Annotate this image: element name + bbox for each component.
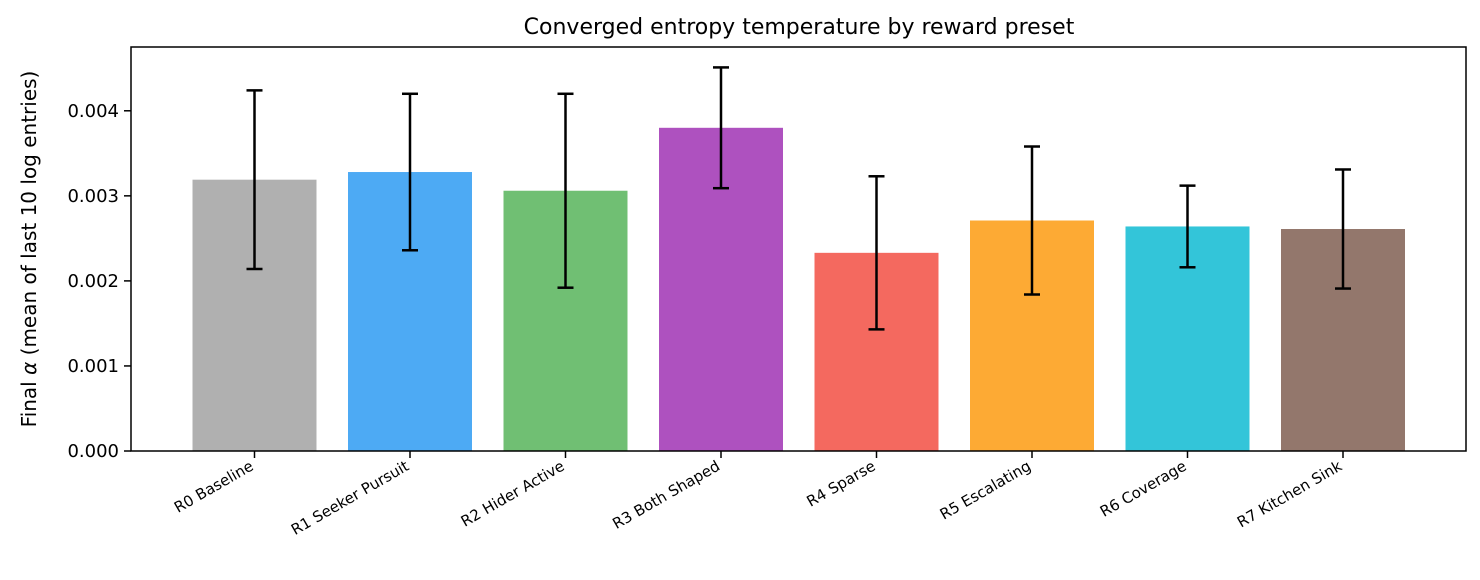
y-axis-label-suffix: (mean of last 10 log entries): [17, 71, 41, 362]
y-tick-label: 0.001: [67, 356, 119, 377]
plot-area: 0.000 0.001 0.002 0.003 0.004 R0 Baseline R1 S…: [67, 46, 1467, 539]
x-tick-label: R0 Baseline: [171, 457, 257, 517]
y-tick-label: 0.003: [67, 186, 119, 207]
x-tick-label: R3 Both Shaped: [609, 457, 723, 533]
y-tick-label: 0.000: [67, 441, 119, 462]
x-tick-label: R2 Hider Active: [458, 457, 568, 531]
y-axis-label-prefix: Final: [17, 375, 41, 427]
y-axis-label-symbol: α: [17, 362, 41, 375]
x-tick-label: R4 Sparse: [804, 457, 879, 511]
x-tick-label: R1 Seeker Pursuit: [288, 457, 412, 539]
x-tick-label: R7 Kitchen Sink: [1234, 457, 1345, 532]
plot-frame: [130, 46, 1467, 452]
x-tick-label: R5 Escalating: [937, 457, 1034, 524]
chart-title: Converged entropy temperature by reward …: [524, 15, 1075, 40]
y-tick-label: 0.002: [67, 271, 119, 292]
y-axis-label: Final α (mean of last 10 log entries): [17, 71, 41, 428]
x-tick-label: R6 Coverage: [1097, 457, 1190, 521]
y-tick-label: 0.004: [67, 101, 119, 122]
